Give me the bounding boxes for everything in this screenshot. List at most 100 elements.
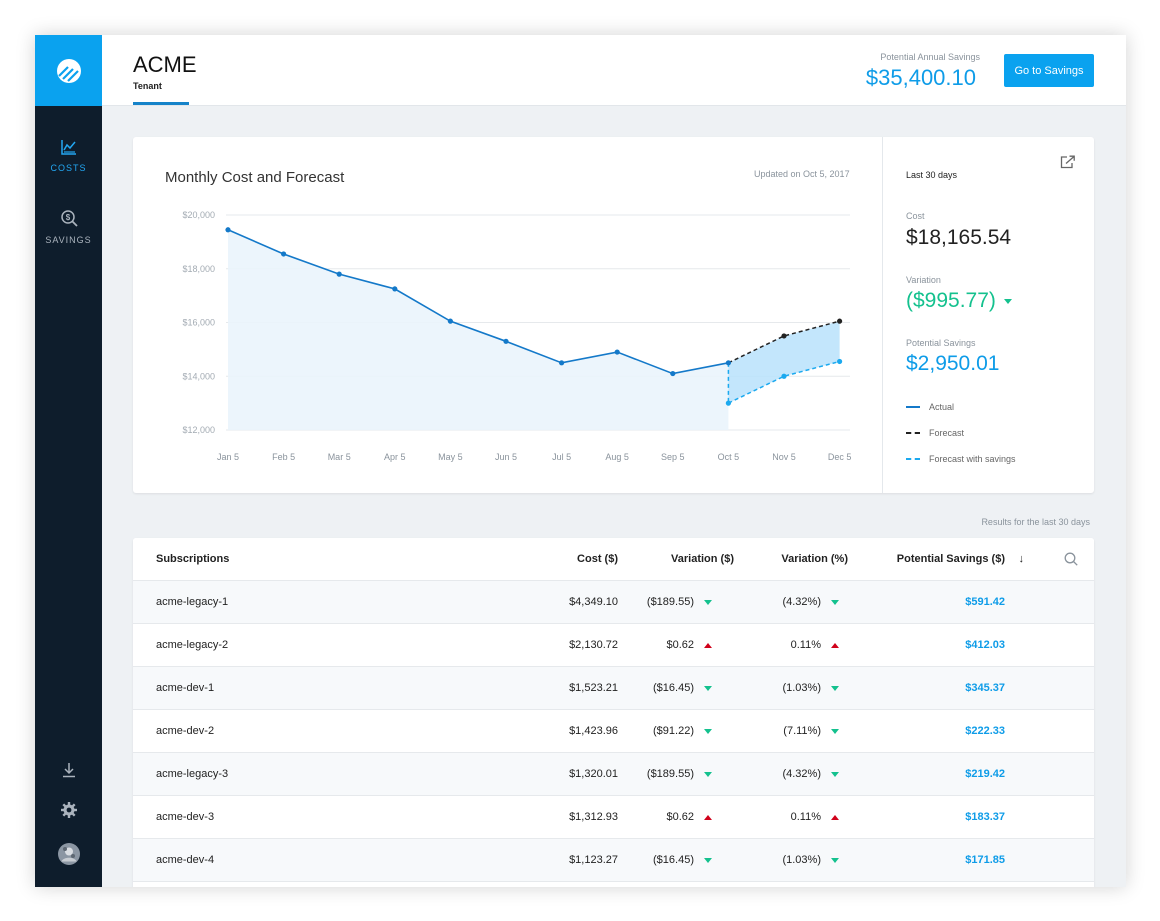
y-tick-label: $14,000	[182, 371, 215, 381]
x-tick-label: Feb 5	[272, 452, 295, 462]
table-search-button[interactable]	[1064, 538, 1078, 580]
row-subscription-name[interactable]: acme-dev-4	[156, 854, 215, 866]
chart-title: Monthly Cost and Forecast	[165, 169, 345, 186]
data-point-actual	[225, 227, 231, 233]
x-tick-label: Oct 5	[718, 452, 740, 462]
data-point-actual	[614, 349, 620, 355]
download-button[interactable]	[35, 762, 102, 778]
row-variation-pct: (4.32%)	[782, 581, 839, 623]
header-variation[interactable]: Variation ($)	[671, 553, 734, 565]
row-potential-savings[interactable]: $219.42	[965, 768, 1005, 780]
data-point-forecast	[781, 333, 787, 339]
dollar-search-icon: $	[60, 210, 78, 227]
sidebar: COSTS $ SAVINGS	[35, 35, 102, 887]
row-variation-pct-value: (4.32%)	[782, 596, 821, 608]
data-point-actual	[503, 338, 509, 344]
go-to-savings-button[interactable]: Go to Savings	[1004, 54, 1094, 87]
row-cost: $4,349.10	[569, 596, 618, 608]
row-potential-savings[interactable]: $222.33	[965, 725, 1005, 737]
logo[interactable]	[35, 35, 102, 106]
nav-savings[interactable]: $ SAVINGS	[35, 209, 102, 245]
data-point-actual	[392, 286, 398, 292]
row-potential-savings[interactable]: $591.42	[965, 596, 1005, 608]
row-variation: $0.62	[666, 796, 712, 838]
stats-period: Last 30 days	[906, 170, 958, 180]
nav-costs[interactable]: COSTS	[35, 139, 102, 173]
y-tick-label: $20,000	[182, 210, 215, 220]
table-row[interactable]: acme-dev-4 $1,123.27 ($16.45) (1.03%) $171.8…	[133, 839, 1094, 882]
table-row[interactable]: acme-legacy-1 $4,349.10 ($189.55) (4.32%) $5…	[133, 581, 1094, 624]
annual-savings-caption: Potential Annual Savings	[880, 52, 980, 62]
trend-up-icon	[704, 814, 712, 820]
chart-card: Monthly Cost and Forecast Updated on Oct…	[133, 137, 1094, 493]
variation-value: ($995.77)	[906, 289, 996, 312]
row-subscription-name[interactable]: acme-dev-2	[156, 725, 215, 737]
row-cost: $1,312.93	[569, 811, 618, 823]
legend-actual-swatch	[906, 406, 920, 408]
avatar	[57, 843, 80, 865]
row-subscription-name[interactable]: acme-legacy-3	[156, 768, 229, 780]
data-point-forecast	[837, 318, 843, 324]
row-variation-pct: 0.11%	[791, 796, 839, 838]
trend-down-icon	[704, 771, 712, 777]
row-potential-savings[interactable]: $412.03	[965, 639, 1005, 651]
trend-down-icon	[704, 857, 712, 863]
row-variation-value: $0.62	[666, 811, 694, 823]
y-tick-label: $16,000	[182, 318, 215, 328]
row-subscription-name[interactable]: acme-legacy-2	[156, 639, 229, 651]
tenant-tab-label[interactable]: Tenant	[133, 81, 162, 91]
variation-label: Variation	[906, 275, 941, 285]
legend-forecast-savings: Forecast with savings	[906, 454, 1016, 464]
nav-savings-label: SAVINGS	[45, 235, 92, 245]
nav-costs-label: COSTS	[50, 163, 87, 173]
header-subscriptions[interactable]: Subscriptions	[156, 553, 230, 565]
x-tick-label: Jan 5	[217, 452, 239, 462]
header-variation-pct[interactable]: Variation (%)	[781, 553, 848, 565]
row-cost: $1,320.01	[569, 768, 618, 780]
row-potential-savings[interactable]: $183.37	[965, 811, 1005, 823]
legend-forecast-savings-swatch	[906, 458, 920, 460]
table-row[interactable]: acme-dev-3 $1,312.93 $0.62 0.11% $183.37	[133, 796, 1094, 839]
row-variation-pct: (1.03%)	[782, 839, 839, 881]
row-cost: $1,423.96	[569, 725, 618, 737]
export-icon[interactable]	[1060, 155, 1076, 169]
app-window: COSTS $ SAVINGS	[35, 35, 1126, 887]
trend-up-icon	[831, 814, 839, 820]
x-tick-label: Mar 5	[328, 452, 351, 462]
sort-desc-icon[interactable]: ↓	[1018, 553, 1025, 565]
chart-line-icon	[60, 140, 76, 155]
row-subscription-name[interactable]: acme-legacy-1	[156, 596, 229, 608]
row-variation-value: ($16.45)	[653, 682, 694, 694]
table-row[interactable]: acme-dev-1 $1,523.21 ($16.45) (1.03%) $345.3…	[133, 667, 1094, 710]
series-line-forecast	[728, 320, 840, 364]
row-subscription-name[interactable]: acme-dev-3	[156, 811, 215, 823]
table-row[interactable]: acme-legacy-2 $2,130.72 $0.62 0.11% $412.03	[133, 624, 1094, 667]
data-point-actual	[670, 370, 676, 377]
trend-down-icon	[704, 599, 712, 605]
variation-value-row: ($995.77)	[906, 289, 1012, 313]
cost-forecast-chart: $20,000 $18,000 $16,000 $14,000 $12,000 Jan 5…	[182, 210, 851, 462]
trend-down-icon	[704, 685, 712, 691]
trend-down-icon	[831, 857, 839, 863]
table-row[interactable]: acme-legacy-3 $1,320.01 ($189.55) (4.32%) $2…	[133, 753, 1094, 796]
x-tick-label: Apr 5	[384, 452, 406, 462]
row-variation-pct-value: (7.11%)	[783, 725, 821, 737]
settings-button[interactable]	[35, 801, 102, 819]
row-variation: ($16.45)	[653, 667, 712, 709]
header-potential-savings[interactable]: Potential Savings ($)	[896, 553, 1005, 565]
row-cost: $1,523.21	[569, 682, 618, 694]
trend-down-icon	[831, 728, 839, 734]
trend-down-icon	[831, 685, 839, 691]
user-menu[interactable]	[35, 843, 102, 865]
header-cost[interactable]: Cost ($)	[577, 553, 618, 565]
table-row[interactable]: acme-dev-2 $1,423.96 ($91.22) (7.11%) $222.3…	[133, 710, 1094, 753]
row-variation-pct-value: (1.03%)	[782, 682, 821, 694]
results-caption: Results for the last 30 days	[981, 517, 1090, 527]
row-subscription-name[interactable]: acme-dev-1	[156, 682, 215, 694]
row-variation: ($16.45)	[653, 839, 712, 881]
row-variation-pct: (7.11%)	[783, 710, 839, 752]
legend-actual-label: Actual	[929, 402, 955, 412]
row-potential-savings[interactable]: $171.85	[965, 854, 1005, 866]
row-potential-savings[interactable]: $345.37	[965, 682, 1005, 694]
row-variation-pct-value: (4.32%)	[782, 768, 821, 780]
